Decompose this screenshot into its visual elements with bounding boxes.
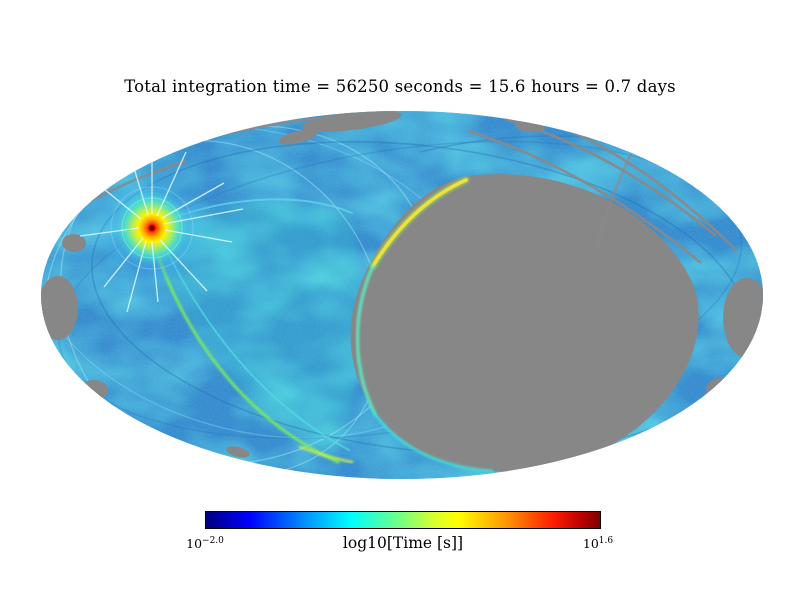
sky-map — [41, 111, 763, 479]
peak-hotspot — [79, 146, 244, 313]
tick-max-exponent: 1.6 — [598, 536, 614, 546]
unobserved-mask-large — [350, 174, 699, 472]
hotspot-peak-pixel — [149, 225, 155, 231]
colorbar-tick-max: 101.6 — [583, 536, 613, 551]
unobserved-regions — [41, 111, 763, 472]
plot-title: Total integration time = 56250 seconds =… — [124, 77, 676, 96]
colorbar-label: log10[Time [s]] — [342, 534, 464, 552]
colorbar-tick-min: 10−2.0 — [186, 536, 224, 551]
tick-min-exponent: −2.0 — [202, 536, 224, 546]
colorbar: 10−2.0 log10[Time [s]] 101.6 — [0, 533, 800, 559]
scan-lens-interior — [152, 202, 361, 458]
tick-max-base: 10 — [582, 536, 599, 552]
hotspot-rays — [79, 146, 244, 313]
colorbar-gradient — [205, 511, 601, 529]
tick-min-base: 10 — [186, 536, 203, 552]
